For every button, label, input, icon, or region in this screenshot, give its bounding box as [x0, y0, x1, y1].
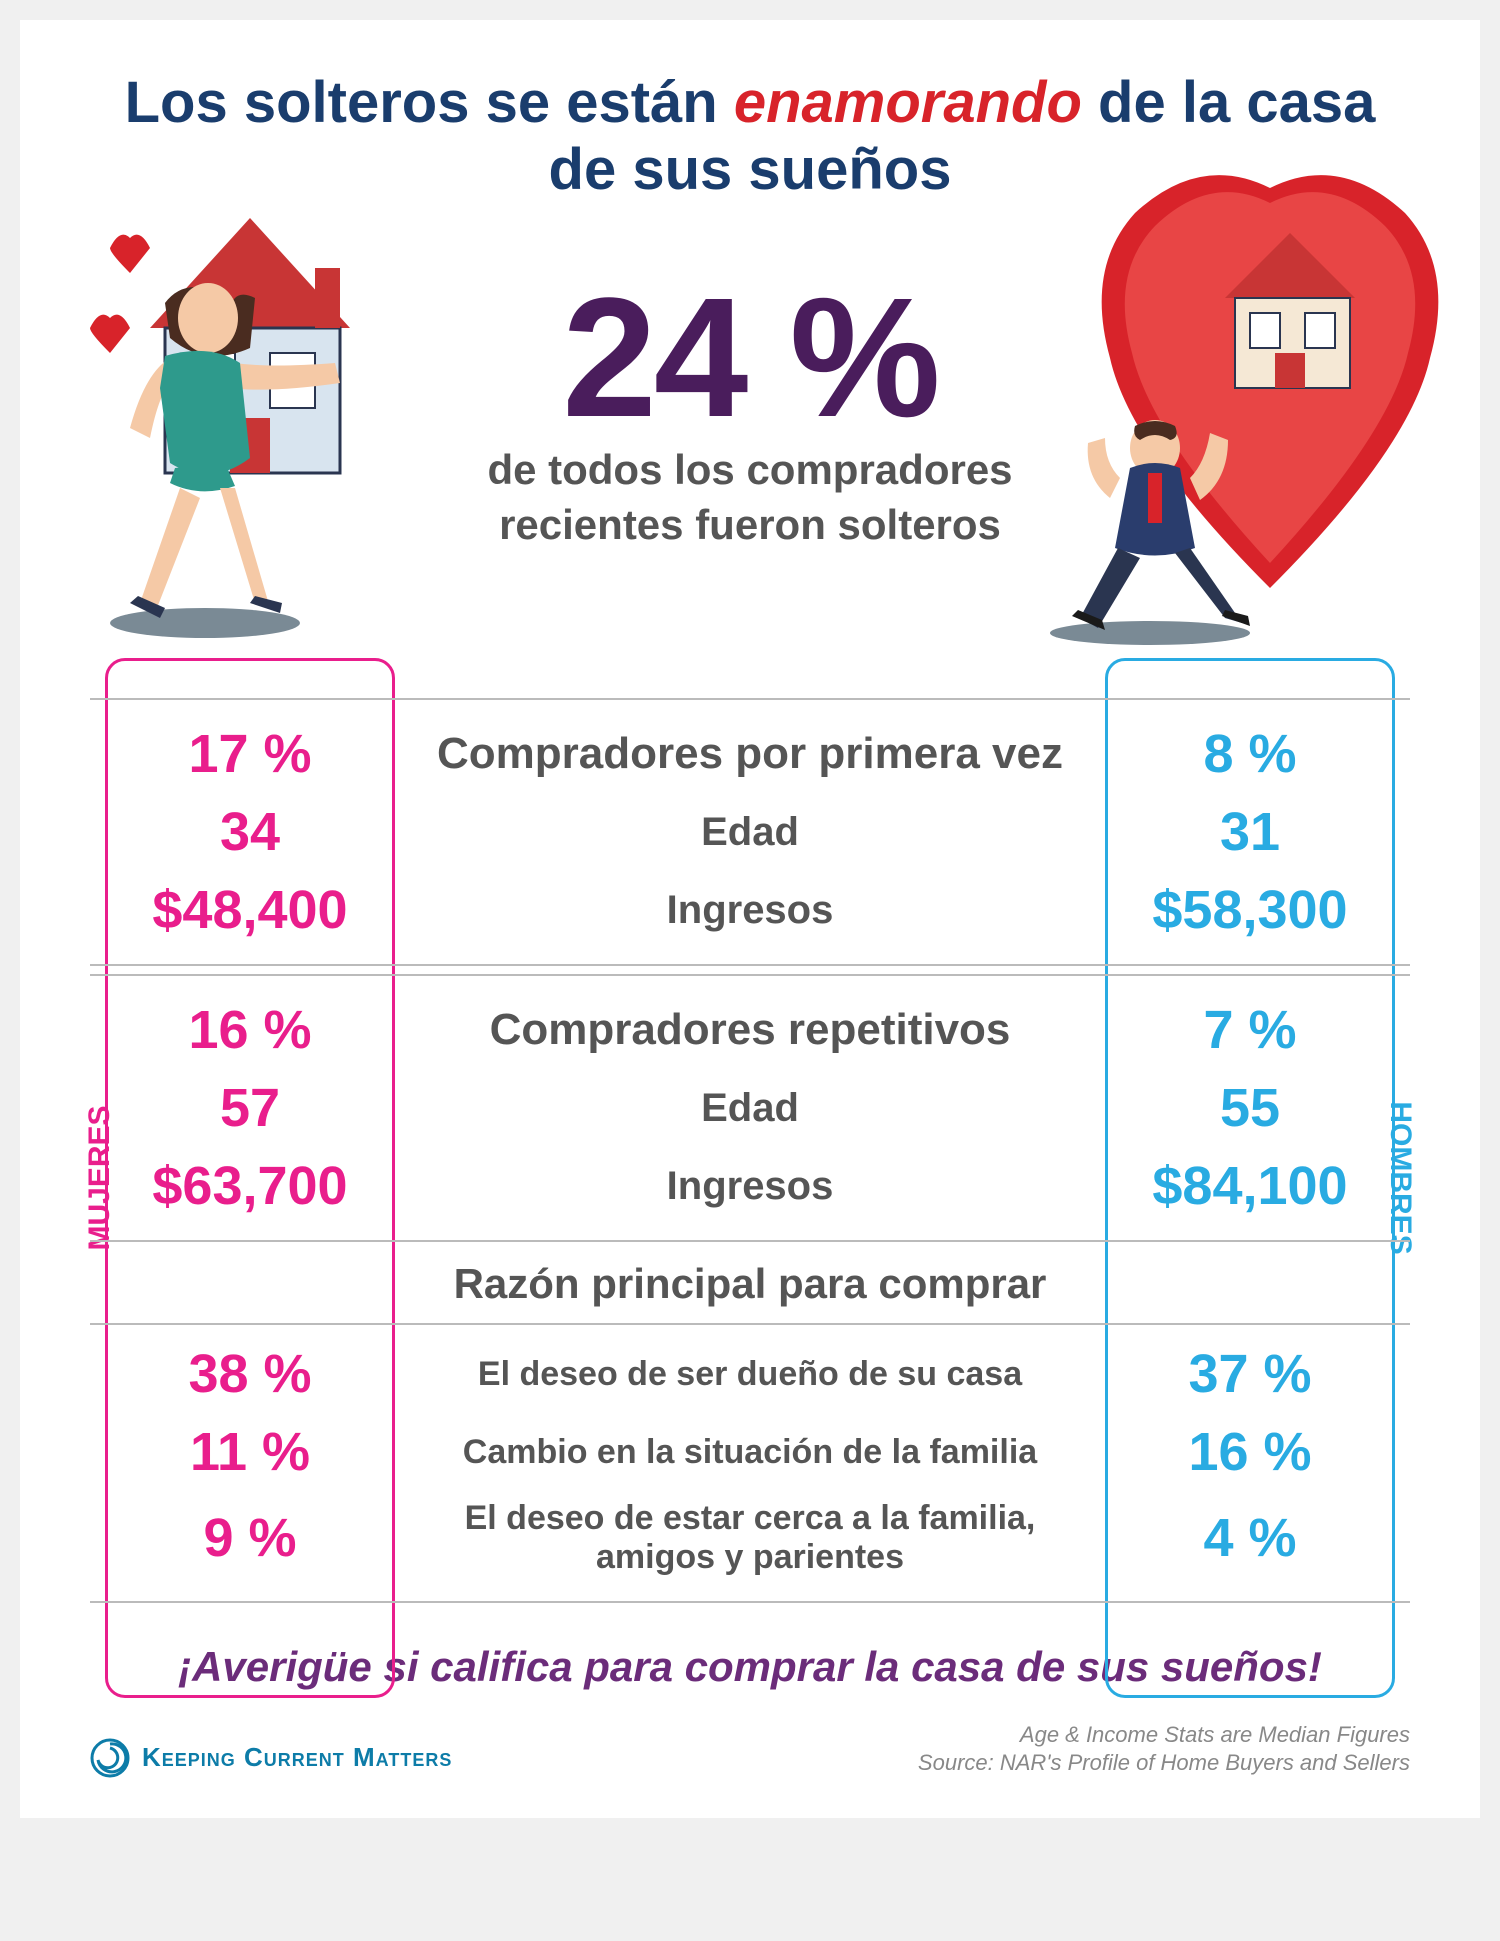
women-value: 34	[105, 801, 395, 863]
reasons-header: Razón principal para comprar	[90, 1250, 1410, 1325]
women-value: 38 %	[105, 1343, 395, 1405]
row-label: Ingresos	[395, 887, 1105, 933]
women-value: $48,400	[105, 879, 395, 941]
table-row: $63,700 Ingresos $84,100	[90, 1147, 1410, 1225]
row-label: Ingresos	[395, 1163, 1105, 1209]
women-value: $63,700	[105, 1155, 395, 1217]
men-value: 16 %	[1105, 1421, 1395, 1483]
men-value: $84,100	[1105, 1155, 1395, 1217]
first-time-buyers-section: 17 % Compradores por primera vez 8 % 34 …	[90, 698, 1410, 966]
infographic-page: Los solteros se están enamorando de la c…	[20, 20, 1480, 1818]
women-value: 16 %	[105, 999, 395, 1061]
table-row: 9 % El deseo de estar cerca a la familia…	[90, 1491, 1410, 1585]
women-value: 57	[105, 1077, 395, 1139]
row-label: Cambio en la situación de la familia	[395, 1433, 1105, 1472]
source-line1: Age & Income Stats are Median Figures	[918, 1721, 1410, 1750]
hero-section: 24 % de todos los compradores recientes …	[90, 218, 1410, 698]
men-value: 7 %	[1105, 999, 1395, 1061]
men-value: 8 %	[1105, 723, 1395, 785]
table-row: 34 Edad 31	[90, 793, 1410, 871]
table-row: 11 % Cambio en la situación de la famili…	[90, 1413, 1410, 1491]
men-value: 4 %	[1105, 1507, 1395, 1569]
brand-text: Keeping Current Matters	[142, 1742, 452, 1773]
title-part1: Los solteros se están	[125, 70, 734, 135]
man-heart-illustration	[1010, 168, 1450, 648]
row-label: El deseo de ser dueño de su casa	[395, 1355, 1105, 1394]
repeat-buyers-section: 16 % Compradores repetitivos 7 % 57 Edad…	[90, 974, 1410, 1242]
table-row: 16 % Compradores repetitivos 7 %	[90, 991, 1410, 1069]
row-label: El deseo de estar cerca a la familia, am…	[395, 1499, 1105, 1577]
men-value: 37 %	[1105, 1343, 1395, 1405]
footer: Keeping Current Matters Age & Income Sta…	[90, 1721, 1410, 1778]
men-value: 31	[1105, 801, 1395, 863]
table-row: 38 % El deseo de ser dueño de su casa 37…	[90, 1335, 1410, 1413]
row-label: Compradores por primera vez	[395, 729, 1105, 780]
source-line2: Source: NAR's Profile of Home Buyers and…	[918, 1749, 1410, 1778]
women-value: 9 %	[105, 1507, 395, 1569]
women-value: 17 %	[105, 723, 395, 785]
source-attribution: Age & Income Stats are Median Figures So…	[918, 1721, 1410, 1778]
row-label: Edad	[395, 1085, 1105, 1131]
row-label: Compradores repetitivos	[395, 1005, 1105, 1056]
data-sections: 17 % Compradores por primera vez 8 % 34 …	[90, 678, 1410, 1602]
table-row: 17 % Compradores por primera vez 8 %	[90, 715, 1410, 793]
women-value: 11 %	[105, 1421, 395, 1483]
data-comparison-grid: MUJERES HOMBRES 17 % Compradores por pri…	[90, 678, 1410, 1602]
row-label: Edad	[395, 809, 1105, 855]
men-value: 55	[1105, 1077, 1395, 1139]
table-row: 57 Edad 55	[90, 1069, 1410, 1147]
table-row: $48,400 Ingresos $58,300	[90, 871, 1410, 949]
men-value: $58,300	[1105, 879, 1395, 941]
brand: Keeping Current Matters	[90, 1738, 452, 1778]
reasons-section: Razón principal para comprar 38 % El des…	[90, 1250, 1410, 1602]
title-emphasis: enamorando	[734, 70, 1082, 135]
brand-spiral-icon	[90, 1738, 130, 1778]
